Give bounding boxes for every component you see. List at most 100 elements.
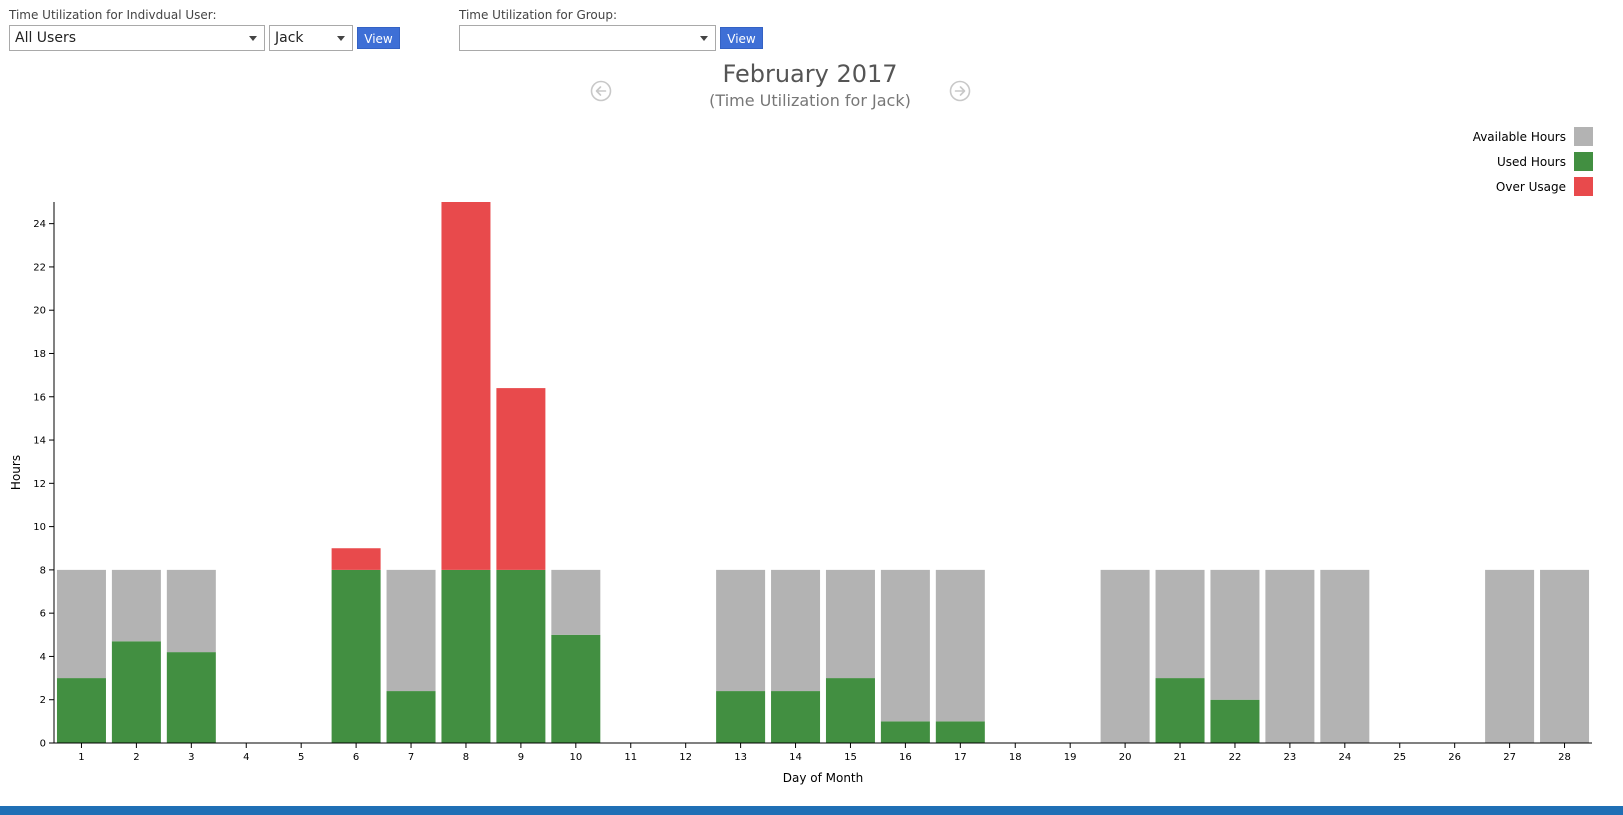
chevron-down-icon: [337, 36, 345, 41]
x-tick-label: 26: [1448, 752, 1461, 763]
bar-used-hours-day-10: [551, 634, 601, 743]
x-tick-label: 27: [1503, 752, 1516, 763]
x-tick-label: 17: [954, 752, 967, 763]
bar-used-hours-day-22: [1210, 699, 1260, 743]
arrow-right-circle-icon[interactable]: [949, 80, 971, 102]
y-tick-label: 20: [33, 306, 46, 317]
y-tick-label: 24: [33, 219, 46, 230]
x-tick-label: 11: [624, 752, 637, 763]
x-tick-label: 16: [899, 752, 912, 763]
x-tick-label: 4: [243, 752, 249, 763]
bar-available-hours-day-16: [880, 569, 930, 722]
bar-available-hours-day-21: [1155, 569, 1205, 679]
x-tick-label: 9: [518, 752, 524, 763]
x-tick-label: 24: [1338, 752, 1351, 763]
bar-available-hours-day-10: [551, 569, 601, 635]
x-tick-label: 28: [1558, 752, 1571, 763]
x-axis-title: Day of Month: [783, 771, 864, 785]
bar-used-hours-day-16: [880, 721, 930, 743]
bar-available-hours-day-15: [825, 569, 875, 679]
legend-label: Used Hours: [1497, 155, 1566, 169]
chart-subtitle: (Time Utilization for Jack): [709, 91, 911, 110]
x-tick-label: 14: [789, 752, 802, 763]
y-tick-label: 0: [40, 739, 46, 750]
x-tick-label: 3: [188, 752, 194, 763]
legend-swatch-available-hours: [1574, 127, 1593, 146]
user-filter-value: All Users: [15, 30, 77, 46]
x-tick-label: 25: [1393, 752, 1406, 763]
bar-available-hours-day-23: [1265, 569, 1315, 743]
user-value: Jack: [275, 30, 304, 46]
bar-available-hours-day-22: [1210, 569, 1260, 700]
legend-swatch-used-hours: [1574, 152, 1593, 171]
bar-available-hours-day-3: [166, 569, 216, 653]
bar-used-hours-day-15: [825, 678, 875, 743]
bar-used-hours-day-2: [111, 641, 161, 743]
individual-user-label: Time Utilization for Indivdual User:: [9, 8, 217, 22]
y-tick-label: 16: [33, 392, 46, 403]
bar-used-hours-day-9: [496, 569, 546, 743]
x-tick-label: 19: [1064, 752, 1077, 763]
bar-used-hours-day-7: [386, 691, 436, 743]
bar-available-hours-day-28: [1540, 569, 1590, 743]
chevron-down-icon: [249, 36, 257, 41]
chart-title: February 2017: [722, 60, 898, 88]
bar-used-hours-day-14: [771, 691, 821, 743]
group-label: Time Utilization for Group:: [459, 8, 618, 22]
bar-used-hours-day-8: [441, 569, 491, 743]
y-tick-label: 12: [33, 479, 46, 490]
bar-available-hours-day-24: [1320, 569, 1370, 743]
y-tick-label: 10: [33, 522, 46, 533]
bar-available-hours-day-17: [935, 569, 985, 722]
chevron-down-icon: [700, 36, 708, 41]
bar-used-hours-day-6: [331, 569, 381, 743]
y-tick-label: 2: [40, 695, 46, 706]
x-tick-label: 22: [1229, 752, 1242, 763]
y-tick-label: 14: [33, 436, 46, 447]
user-filter-select[interactable]: All Users: [9, 25, 265, 51]
bar-available-hours-day-1: [56, 569, 106, 679]
legend-label: Available Hours: [1473, 130, 1566, 144]
bar-available-hours-day-2: [111, 569, 161, 642]
bottom-bar: [0, 806, 1623, 815]
y-tick-label: 6: [40, 609, 46, 620]
legend-swatch-over-usage: [1574, 177, 1593, 196]
bar-over-usage-day-8: [441, 202, 491, 570]
view-group-button[interactable]: View: [720, 27, 763, 49]
bar-available-hours-day-13: [716, 569, 766, 692]
y-axis-title: Hours: [9, 455, 23, 490]
x-tick-label: 6: [353, 752, 359, 763]
x-tick-label: 10: [569, 752, 582, 763]
arrow-left-circle-icon[interactable]: [590, 80, 612, 102]
group-select[interactable]: [459, 25, 716, 51]
bar-used-hours-day-17: [935, 721, 985, 743]
bar-over-usage-day-6: [331, 548, 381, 570]
bar-available-hours-day-7: [386, 569, 436, 692]
y-tick-label: 8: [40, 565, 46, 576]
bar-available-hours-day-14: [771, 569, 821, 692]
x-tick-label: 13: [734, 752, 747, 763]
bar-used-hours-day-1: [56, 678, 106, 743]
x-tick-label: 23: [1284, 752, 1297, 763]
bar-available-hours-day-27: [1485, 569, 1535, 743]
x-tick-label: 7: [408, 752, 414, 763]
bar-over-usage-day-9: [496, 388, 546, 570]
bar-used-hours-day-21: [1155, 678, 1205, 743]
x-tick-label: 20: [1119, 752, 1132, 763]
x-tick-label: 12: [679, 752, 692, 763]
user-select[interactable]: Jack: [269, 25, 353, 51]
y-tick-label: 18: [33, 349, 46, 360]
y-tick-label: 22: [33, 262, 46, 273]
x-tick-label: 21: [1174, 752, 1187, 763]
x-tick-label: 8: [463, 752, 469, 763]
x-tick-label: 5: [298, 752, 304, 763]
bar-used-hours-day-13: [716, 691, 766, 743]
x-tick-label: 1: [78, 752, 84, 763]
bar-used-hours-day-3: [166, 652, 216, 743]
x-tick-label: 18: [1009, 752, 1022, 763]
view-user-button[interactable]: View: [357, 27, 400, 49]
bar-available-hours-day-20: [1100, 569, 1150, 743]
x-tick-label: 2: [133, 752, 139, 763]
legend-label: Over Usage: [1496, 180, 1566, 194]
